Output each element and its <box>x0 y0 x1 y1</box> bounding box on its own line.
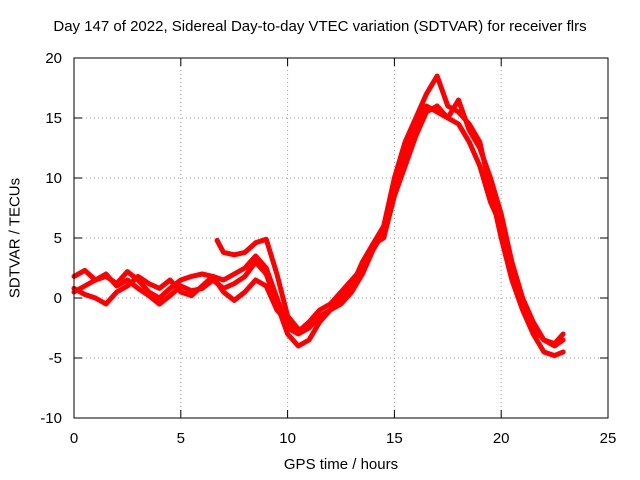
x-tick-label: 20 <box>493 430 510 447</box>
series-line-track-4 <box>214 236 301 332</box>
series-line-track-3 <box>71 103 566 347</box>
x-tick-label: 15 <box>386 430 403 447</box>
chart-title: Day 147 of 2022, Sidereal Day-to-day VTE… <box>53 18 587 35</box>
y-tick-label: -5 <box>49 350 62 367</box>
x-axis-label: GPS time / hours <box>283 456 399 473</box>
x-tick-label: 25 <box>600 430 617 447</box>
y-tick-label: -10 <box>40 410 62 427</box>
y-tick-label: 20 <box>45 50 62 67</box>
grid-lines <box>74 58 608 418</box>
series-line-track-2 <box>71 73 566 359</box>
axis-ticks: 0 5 10 15 20 25 -10 -5 0 5 10 15 20 <box>40 50 616 447</box>
y-tick-label: 10 <box>45 170 62 187</box>
x-tick-label: 10 <box>279 430 296 447</box>
x-tick-label: 5 <box>177 430 185 447</box>
y-axis-label: SDTVAR / TECUs <box>6 177 24 299</box>
x-tick-label: 0 <box>70 430 78 447</box>
series-layer <box>71 73 566 359</box>
y-tick-label: 0 <box>54 290 62 307</box>
y-tick-label: 5 <box>54 230 62 247</box>
y-tick-label: 15 <box>45 110 62 127</box>
